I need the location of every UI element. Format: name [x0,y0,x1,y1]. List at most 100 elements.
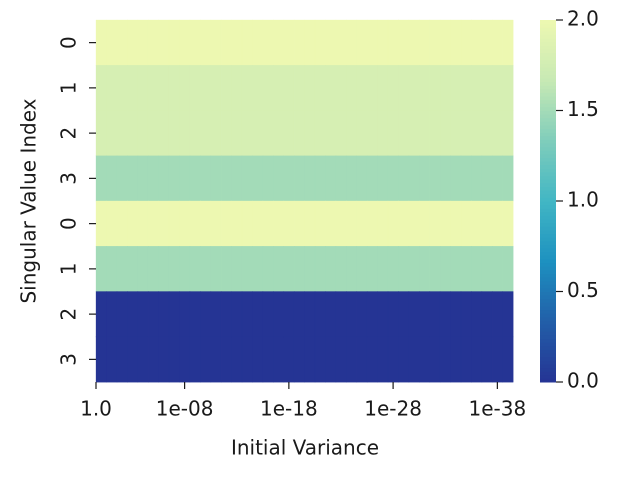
heatmap-cell [293,200,305,247]
heatmap-cell [293,336,305,383]
heatmap-cell [356,19,368,66]
heatmap-cell [252,155,264,202]
heatmap-cell [220,246,232,292]
colorbar-segment [540,342,556,347]
heatmap-cell [439,291,451,338]
colorbar-segment [540,258,556,264]
colorbar-segment [540,219,556,224]
heatmap-cell [231,200,243,247]
heatmap-cell [283,155,295,202]
heatmap-cell [283,110,295,157]
colorbar-segment [540,193,556,198]
heatmap-cell [273,291,285,338]
heatmap-cell [387,291,399,338]
heatmap-cell [450,155,462,202]
heatmap-cell [502,110,514,157]
heatmap-cell [210,65,222,111]
heatmap-cell [158,65,170,111]
heatmap-cell [502,291,514,338]
heatmap-cell [283,200,295,247]
heatmap-cell [408,19,420,66]
heatmap-cell [127,246,139,292]
heatmap-cell [502,246,514,292]
heatmap-cell [314,246,326,292]
colorbar-segment [540,135,556,140]
heatmap-cell [210,19,222,66]
heatmap-cell [325,65,337,111]
y-tick-label: 3 [57,172,81,185]
heatmap-cell [179,19,191,66]
heatmap-cell [408,291,420,338]
heatmap-cell [314,291,326,338]
heatmap-cell [168,336,180,383]
heatmap-cell [491,19,504,66]
colorbar-segment [540,331,556,336]
colorbar-segment [540,349,556,354]
heatmap-cell [471,155,483,202]
heatmap-cell [460,291,472,338]
heatmap-cell [377,110,389,157]
colorbar-segment [540,34,556,39]
heatmap-cell [398,200,410,247]
y-tick-label: 2 [57,127,81,140]
colorbar-segment [540,117,556,122]
heatmap-cell [189,110,201,157]
heatmap-cell [220,110,232,157]
heatmap-cell [127,200,139,247]
heatmap-cell [481,19,493,66]
colorbar-segment [540,371,556,376]
colorbar-segment [540,240,556,245]
heatmap-cell [231,65,243,111]
heatmap-cell [241,291,253,338]
heatmap-cell [137,336,149,383]
heatmap-cell [471,110,483,157]
heatmap-cell [116,65,128,111]
heatmap-cell [168,291,180,338]
y-tick-label: 1 [57,263,81,276]
colorbar-segment [540,146,556,151]
heatmap-cell [450,110,462,157]
x-tick-label: 1e-28 [364,397,422,421]
heatmap-cell [304,200,316,247]
heatmap-cell [429,291,441,338]
heatmap-cell [387,200,399,247]
heatmap-cell [116,200,128,247]
heatmap-cell [147,65,160,111]
colorbar-segment [540,309,556,314]
heatmap-cell [220,19,232,66]
heatmap-cell [460,65,472,111]
heatmap-cell [262,336,274,383]
heatmap-cell [377,200,389,247]
heatmap-cell [335,110,347,157]
heatmap-cell [366,200,378,247]
heatmap-cell [398,65,410,111]
colorbar-segment [540,74,556,79]
heatmap-cell [95,200,107,247]
heatmap-cell [220,336,232,383]
heatmap-cell [116,246,128,292]
heatmap-cell [325,246,337,292]
heatmap-cell [398,336,410,383]
heatmap-cell [481,200,493,247]
heatmap-cell [179,291,191,338]
heatmap-cell [220,200,232,247]
colorbar-segment [540,237,556,242]
heatmap-cell [335,65,347,111]
heatmap-cell [314,200,326,247]
colorbar-segment [540,280,556,285]
heatmap-cell [283,291,295,338]
heatmap-cell [210,110,222,157]
heatmap-cell [262,291,274,338]
heatmap-cell [252,65,264,111]
heatmap-cell [398,246,410,292]
heatmap-cell [116,19,128,66]
heatmap-cell [460,110,472,157]
heatmap-cell [398,19,410,66]
heatmap-cell [262,246,274,292]
heatmap-cell [429,200,441,247]
heatmap-cell [439,200,451,247]
heatmap-cell [366,336,378,383]
heatmap-cell [356,110,368,157]
heatmap-cell [116,291,128,338]
colorbar-tick-label: 1.5 [567,97,599,121]
